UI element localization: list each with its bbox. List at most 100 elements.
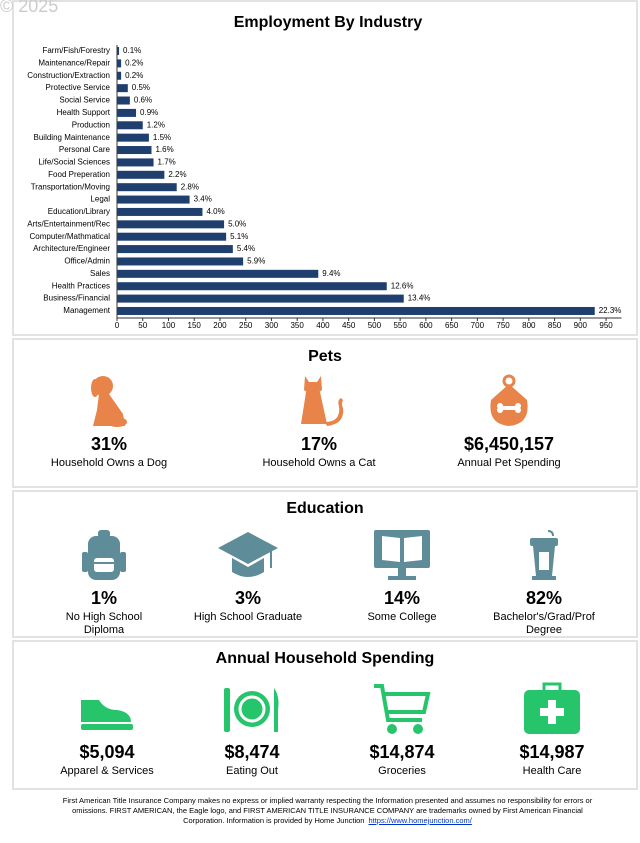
value-label: 4.0% xyxy=(206,207,224,216)
stat-value: $14,987 xyxy=(519,742,585,762)
bar xyxy=(117,306,595,315)
stat-value: 82% xyxy=(525,588,563,608)
y-tick-label: Maintenance/Repair xyxy=(38,58,110,67)
x-tick-label: 50 xyxy=(138,321,147,330)
bar xyxy=(117,245,233,254)
bar xyxy=(117,170,165,179)
stat-label: Health Care xyxy=(522,765,582,777)
value-label: 9.4% xyxy=(322,269,340,278)
x-tick-label: 550 xyxy=(393,321,407,330)
x-tick-label: 600 xyxy=(419,321,433,330)
value-label: 1.7% xyxy=(158,158,176,167)
section-title: Pets xyxy=(308,348,342,365)
value-label: 0.1% xyxy=(123,46,141,55)
x-tick-label: 200 xyxy=(213,321,227,330)
bar xyxy=(117,257,244,266)
stat-value: 31% xyxy=(90,434,128,454)
value-label: 1.5% xyxy=(153,133,171,142)
stat-value: $5,094 xyxy=(79,742,135,762)
spending-panel: Annual Household Spending $5,094 Apparel… xyxy=(12,640,638,790)
pet-tag-icon xyxy=(490,374,528,426)
edu-item: 3% High School Graduate xyxy=(178,528,318,624)
spend-item: $14,987 Health Care xyxy=(482,682,622,778)
y-tick-label: Transportation/Moving xyxy=(31,182,110,191)
x-tick-label: 0 xyxy=(115,321,120,330)
value-label: 0.2% xyxy=(125,58,143,67)
value-label: 0.2% xyxy=(125,71,143,80)
watermark: © 2025 xyxy=(0,0,59,16)
y-tick-label: Sales xyxy=(90,269,110,278)
stat-value: 1% xyxy=(90,588,117,608)
bar xyxy=(117,220,225,229)
y-tick-label: Arts/Entertainment/Rec xyxy=(27,219,110,228)
x-tick-label: 400 xyxy=(316,321,330,330)
value-label: 1.2% xyxy=(147,120,165,129)
pet-item: 31% Household Owns a Dog xyxy=(39,374,179,470)
y-tick-label: Computer/Mathmatical xyxy=(30,232,111,241)
section-title: Education xyxy=(286,500,364,517)
pet-item: $6,450,157 Annual Pet Spending xyxy=(439,374,579,470)
chart-title: Employment By Industry xyxy=(234,14,423,31)
y-tick-label: Management xyxy=(63,306,110,315)
bar xyxy=(117,71,122,80)
value-label: 5.0% xyxy=(228,219,246,228)
stat-value: 14% xyxy=(383,588,421,608)
y-tick-label: Production xyxy=(72,120,110,129)
value-label: 2.2% xyxy=(168,170,186,179)
stat-label: Groceries xyxy=(378,765,426,777)
link[interactable]: https://www.homejunction.com/ xyxy=(368,816,472,825)
value-label: 5.9% xyxy=(247,257,265,266)
book-screen-icon xyxy=(374,530,430,580)
value-label: 22.3% xyxy=(599,306,622,315)
y-tick-label: Social Service xyxy=(59,96,110,105)
value-label: 3.4% xyxy=(194,195,212,204)
stat-value: 3% xyxy=(234,588,261,608)
stat-label: Apparel & Services xyxy=(60,765,154,777)
x-tick-label: 850 xyxy=(548,321,562,330)
stat-label: High School Graduate xyxy=(193,611,303,623)
spend-item: $14,874 Groceries xyxy=(332,682,472,778)
x-tick-label: 150 xyxy=(188,321,202,330)
bar xyxy=(117,133,149,142)
bar xyxy=(117,96,130,105)
section-title: Annual Household Spending xyxy=(215,650,435,667)
x-tick-label: 750 xyxy=(496,321,510,330)
bar xyxy=(117,294,404,303)
x-tick-label: 900 xyxy=(574,321,588,330)
value-label: 0.5% xyxy=(132,83,150,92)
edu-item: 14% Some College xyxy=(332,528,472,624)
value-label: 5.1% xyxy=(230,232,248,241)
footer: First American Title Insurance Company m… xyxy=(55,796,600,826)
spend-item: $8,474 Eating Out xyxy=(182,682,322,778)
cat-icon xyxy=(301,376,344,426)
stat-value: $6,450,157 xyxy=(463,434,555,454)
x-tick-label: 650 xyxy=(445,321,459,330)
y-tick-label: Construction/Extraction xyxy=(27,71,110,80)
bar xyxy=(117,282,387,291)
stat-label: Household Owns a Dog xyxy=(50,457,168,469)
x-tick-label: 350 xyxy=(290,321,304,330)
plate-icon xyxy=(224,688,279,732)
value-label: 0.6% xyxy=(134,96,152,105)
chart-panel: Employment By Industry 0 50 100 150 200 250 30… xyxy=(12,0,638,336)
bar xyxy=(117,47,120,55)
disclaimer: First American Title Insurance Company m… xyxy=(62,796,593,825)
bar xyxy=(117,158,154,167)
value-label: 13.4% xyxy=(408,294,431,303)
y-tick-label: Farm/Fish/Forestry xyxy=(42,46,110,55)
y-tick-label: Education/Library xyxy=(48,207,110,216)
first-aid-icon xyxy=(524,682,580,734)
x-tick-label: 700 xyxy=(471,321,485,330)
bar xyxy=(117,59,122,68)
y-tick-label: Life/Social Sciences xyxy=(38,158,110,167)
y-tick-label: Personal Care xyxy=(59,145,111,154)
value-label: 2.8% xyxy=(181,182,199,191)
x-tick-label: 250 xyxy=(239,321,253,330)
bar xyxy=(117,146,152,155)
bar xyxy=(117,108,137,117)
y-tick-label: Health Practices xyxy=(52,281,110,290)
edu-item: 1% No High School Diploma xyxy=(34,528,174,637)
cart-icon xyxy=(374,684,431,734)
grad-cap-icon xyxy=(218,532,278,577)
